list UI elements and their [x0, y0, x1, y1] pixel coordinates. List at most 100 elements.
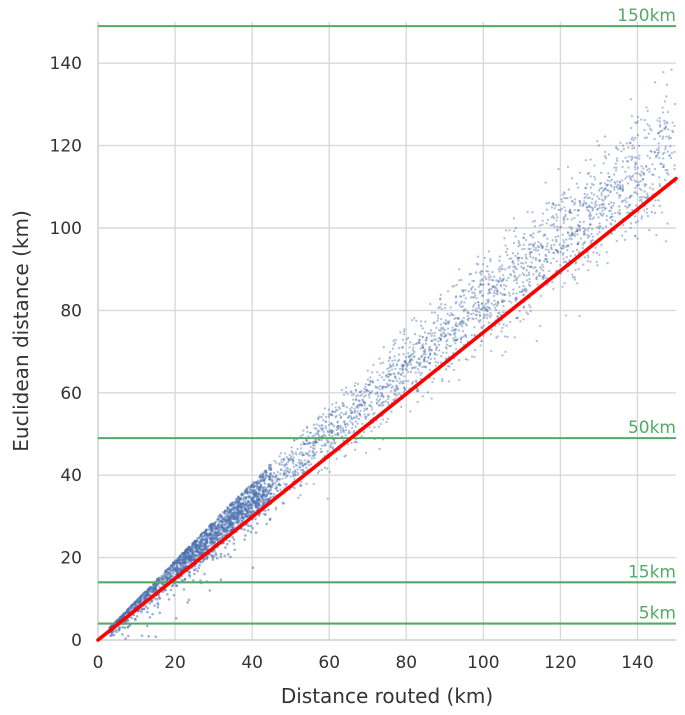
scatter-point	[169, 574, 172, 578]
scatter-point	[586, 233, 589, 237]
scatter-point	[596, 226, 599, 229]
scatter-point	[573, 208, 576, 212]
scatter-point	[664, 145, 667, 149]
scatter-point	[590, 192, 593, 195]
scatter-point	[656, 154, 659, 157]
scatter-point	[331, 410, 334, 413]
scatter-point	[203, 572, 206, 576]
scatter-point	[564, 209, 567, 212]
scatter-point	[172, 563, 175, 566]
scatter-point	[299, 484, 302, 487]
scatter-point	[271, 475, 275, 478]
scatter-point	[502, 323, 505, 326]
scatter-point	[516, 316, 519, 319]
scatter-point	[274, 484, 277, 487]
scatter-point	[191, 547, 194, 550]
scatter-point	[554, 204, 558, 207]
scatter-point	[346, 392, 349, 396]
scatter-point	[293, 470, 296, 474]
scatter-point	[430, 349, 433, 352]
scatter-point	[452, 332, 456, 335]
scatter-point	[444, 346, 448, 349]
scatter-point	[420, 355, 424, 358]
scatter-point	[578, 200, 581, 203]
scatter-point	[285, 475, 289, 478]
scatter-point	[480, 308, 484, 311]
scatter-point	[359, 414, 362, 417]
scatter-point	[456, 324, 459, 328]
scatter-point	[583, 233, 586, 237]
scatter-point	[462, 308, 466, 312]
scatter-point	[340, 415, 343, 418]
scatter-point	[532, 256, 535, 259]
scatter-point	[293, 478, 296, 481]
scatter-point	[666, 168, 669, 172]
scatter-point	[156, 601, 159, 605]
scatter-point	[521, 281, 525, 284]
scatter-point	[608, 175, 611, 179]
scatter-point	[279, 484, 282, 487]
scatter-point	[257, 485, 261, 489]
scatter-point	[379, 362, 382, 365]
scatter-point	[335, 414, 338, 418]
scatter-point	[592, 216, 596, 219]
scatter-point	[552, 257, 555, 260]
scatter-point	[623, 199, 627, 202]
scatter-point	[604, 187, 607, 190]
scatter-point	[357, 412, 360, 415]
scatter-point	[358, 390, 362, 394]
scatter-point	[238, 505, 242, 508]
scatter-point	[291, 471, 294, 474]
scatter-point	[640, 200, 644, 204]
scatter-point	[313, 440, 317, 444]
scatter-point	[636, 172, 639, 175]
scatter-point	[632, 139, 635, 142]
scatter-point	[460, 278, 463, 282]
scatter-point	[440, 326, 443, 330]
scatter-point	[368, 396, 371, 399]
scatter-point	[386, 375, 389, 379]
scatter-point	[271, 478, 274, 481]
scatter-point	[364, 417, 368, 420]
scatter-point	[377, 395, 380, 398]
scatter-point	[543, 260, 546, 263]
scatter-point	[309, 431, 312, 434]
scatter-point	[479, 279, 482, 283]
scatter-point	[518, 290, 521, 294]
scatter-point	[619, 185, 622, 189]
scatter-point	[498, 270, 501, 273]
scatter-point	[570, 177, 574, 180]
scatter-point	[664, 240, 668, 243]
scatter-point	[322, 444, 326, 447]
scatter-point	[393, 359, 397, 362]
scatter-point	[550, 206, 554, 209]
scatter-point	[474, 294, 477, 297]
scatter-point	[562, 239, 565, 242]
scatter-point	[258, 481, 261, 485]
scatter-point	[535, 277, 538, 280]
scatter-point	[471, 279, 474, 283]
scatter-point	[561, 200, 564, 203]
scatter-point	[448, 320, 451, 323]
scatter-point	[417, 340, 420, 344]
scatter-point	[404, 359, 407, 362]
scatter-point	[197, 536, 201, 540]
scatter-point	[303, 463, 307, 466]
scatter-point	[455, 347, 458, 351]
scatter-point	[319, 427, 322, 430]
scatter-point	[368, 391, 372, 395]
scatter-point	[334, 409, 338, 412]
scatter-point	[593, 164, 596, 167]
scatter-point	[464, 334, 467, 337]
scatter-point	[140, 634, 144, 637]
scatter-point	[378, 398, 382, 401]
scatter-point	[382, 378, 386, 381]
scatter-point	[638, 154, 641, 157]
scatter-point	[493, 289, 496, 292]
scatter-point	[578, 228, 582, 231]
scatter-point	[614, 182, 617, 185]
scatter-point	[630, 175, 633, 179]
scatter-point	[429, 358, 433, 361]
scatter-point	[302, 429, 305, 432]
scatter-point	[416, 389, 419, 393]
